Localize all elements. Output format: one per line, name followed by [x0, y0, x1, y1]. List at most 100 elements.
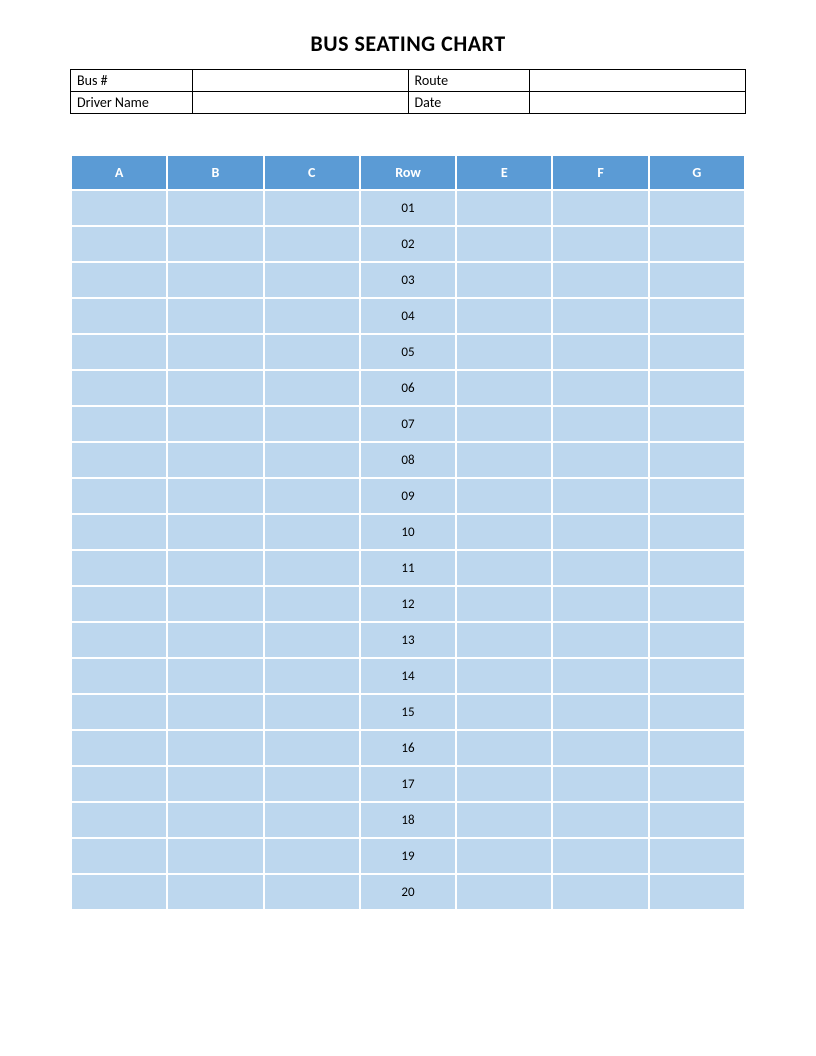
seat-cell[interactable]	[457, 479, 551, 513]
seat-cell[interactable]	[265, 479, 359, 513]
seat-cell[interactable]	[650, 263, 744, 297]
seat-cell[interactable]	[553, 659, 647, 693]
seat-cell[interactable]	[168, 443, 262, 477]
seat-cell[interactable]	[265, 551, 359, 585]
seat-cell[interactable]	[457, 443, 551, 477]
seat-cell[interactable]	[265, 263, 359, 297]
seat-cell[interactable]	[457, 191, 551, 225]
seat-cell[interactable]	[553, 299, 647, 333]
seat-cell[interactable]	[265, 875, 359, 909]
seat-cell[interactable]	[72, 371, 166, 405]
seat-cell[interactable]	[650, 443, 744, 477]
seat-cell[interactable]	[553, 443, 647, 477]
seat-cell[interactable]	[168, 551, 262, 585]
seat-cell[interactable]	[650, 479, 744, 513]
seat-cell[interactable]	[265, 659, 359, 693]
seat-cell[interactable]	[72, 551, 166, 585]
seat-cell[interactable]	[265, 515, 359, 549]
seat-cell[interactable]	[457, 731, 551, 765]
seat-cell[interactable]	[72, 227, 166, 261]
seat-cell[interactable]	[265, 587, 359, 621]
seat-cell[interactable]	[72, 623, 166, 657]
seat-cell[interactable]	[72, 299, 166, 333]
info-value-route[interactable]	[530, 70, 746, 92]
seat-cell[interactable]	[650, 335, 744, 369]
seat-cell[interactable]	[72, 731, 166, 765]
seat-cell[interactable]	[265, 407, 359, 441]
seat-cell[interactable]	[457, 767, 551, 801]
seat-cell[interactable]	[72, 767, 166, 801]
seat-cell[interactable]	[457, 587, 551, 621]
seat-cell[interactable]	[650, 551, 744, 585]
seat-cell[interactable]	[457, 515, 551, 549]
seat-cell[interactable]	[650, 587, 744, 621]
seat-cell[interactable]	[457, 551, 551, 585]
seat-cell[interactable]	[650, 695, 744, 729]
seat-cell[interactable]	[168, 659, 262, 693]
seat-cell[interactable]	[168, 299, 262, 333]
seat-cell[interactable]	[457, 263, 551, 297]
seat-cell[interactable]	[265, 767, 359, 801]
seat-cell[interactable]	[72, 803, 166, 837]
seat-cell[interactable]	[457, 803, 551, 837]
seat-cell[interactable]	[650, 839, 744, 873]
seat-cell[interactable]	[553, 515, 647, 549]
seat-cell[interactable]	[168, 731, 262, 765]
seat-cell[interactable]	[168, 227, 262, 261]
seat-cell[interactable]	[72, 875, 166, 909]
seat-cell[interactable]	[553, 803, 647, 837]
seat-cell[interactable]	[457, 227, 551, 261]
seat-cell[interactable]	[72, 443, 166, 477]
seat-cell[interactable]	[650, 299, 744, 333]
seat-cell[interactable]	[168, 263, 262, 297]
seat-cell[interactable]	[650, 767, 744, 801]
seat-cell[interactable]	[168, 587, 262, 621]
seat-cell[interactable]	[553, 623, 647, 657]
seat-cell[interactable]	[457, 335, 551, 369]
seat-cell[interactable]	[265, 371, 359, 405]
seat-cell[interactable]	[650, 191, 744, 225]
seat-cell[interactable]	[72, 263, 166, 297]
seat-cell[interactable]	[457, 875, 551, 909]
seat-cell[interactable]	[457, 695, 551, 729]
seat-cell[interactable]	[72, 515, 166, 549]
seat-cell[interactable]	[553, 587, 647, 621]
seat-cell[interactable]	[265, 695, 359, 729]
info-value-date[interactable]	[530, 92, 746, 114]
seat-cell[interactable]	[265, 803, 359, 837]
seat-cell[interactable]	[72, 659, 166, 693]
seat-cell[interactable]	[72, 191, 166, 225]
seat-cell[interactable]	[553, 731, 647, 765]
seat-cell[interactable]	[650, 227, 744, 261]
seat-cell[interactable]	[265, 299, 359, 333]
seat-cell[interactable]	[553, 839, 647, 873]
seat-cell[interactable]	[553, 263, 647, 297]
seat-cell[interactable]	[265, 839, 359, 873]
seat-cell[interactable]	[265, 731, 359, 765]
seat-cell[interactable]	[553, 875, 647, 909]
seat-cell[interactable]	[650, 731, 744, 765]
info-value-driver[interactable]	[192, 92, 408, 114]
seat-cell[interactable]	[168, 479, 262, 513]
seat-cell[interactable]	[265, 335, 359, 369]
seat-cell[interactable]	[265, 227, 359, 261]
seat-cell[interactable]	[168, 515, 262, 549]
seat-cell[interactable]	[457, 659, 551, 693]
seat-cell[interactable]	[265, 623, 359, 657]
seat-cell[interactable]	[650, 371, 744, 405]
seat-cell[interactable]	[72, 695, 166, 729]
seat-cell[interactable]	[457, 623, 551, 657]
seat-cell[interactable]	[553, 767, 647, 801]
seat-cell[interactable]	[265, 443, 359, 477]
seat-cell[interactable]	[553, 371, 647, 405]
seat-cell[interactable]	[168, 335, 262, 369]
seat-cell[interactable]	[72, 407, 166, 441]
seat-cell[interactable]	[553, 191, 647, 225]
seat-cell[interactable]	[168, 191, 262, 225]
seat-cell[interactable]	[168, 371, 262, 405]
seat-cell[interactable]	[168, 875, 262, 909]
seat-cell[interactable]	[553, 407, 647, 441]
seat-cell[interactable]	[72, 479, 166, 513]
seat-cell[interactable]	[457, 407, 551, 441]
seat-cell[interactable]	[168, 695, 262, 729]
